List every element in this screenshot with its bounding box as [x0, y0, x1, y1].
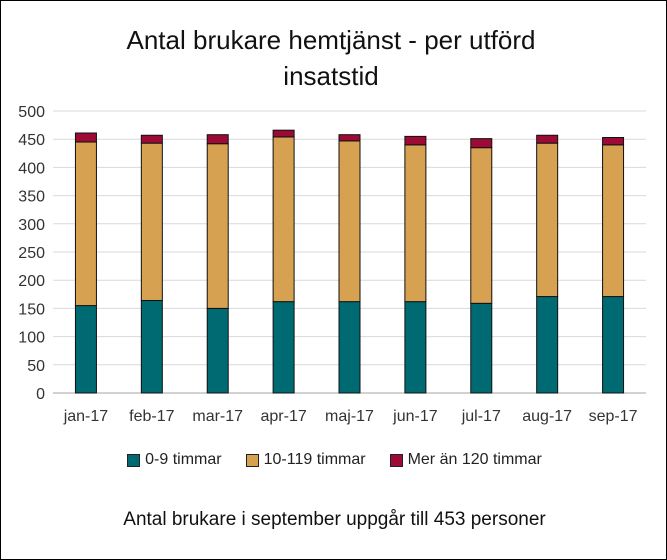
bar-segment [206, 307, 229, 394]
bar-segment [470, 147, 493, 304]
y-tick-label: 350 [18, 189, 45, 206]
bar-segment [140, 134, 163, 144]
x-tick-label: apr-17 [260, 408, 306, 425]
bar-segment [74, 305, 97, 394]
y-tick-label: 450 [18, 132, 45, 149]
chart-footer-note: Antal brukare i september uppgår till 45… [123, 509, 546, 530]
bar-segment [338, 140, 361, 303]
legend-swatch-0-9 [127, 453, 141, 467]
chart-legend: 0-9 timmar 10-119 timmar Mer än 120 timm… [1, 451, 667, 469]
bar-segment [338, 134, 361, 142]
bar-segment [602, 296, 625, 394]
bar-segment [602, 144, 625, 298]
legend-label-120-plus: Mer än 120 timmar [407, 451, 542, 468]
y-tick-label: 50 [27, 358, 45, 375]
x-tick-label: mar-17 [192, 408, 243, 425]
y-tick-label: 300 [18, 217, 45, 234]
y-tick-label: 150 [18, 301, 45, 318]
bar-segment [140, 142, 163, 302]
y-tick-label: 100 [18, 330, 45, 347]
bar-segment [74, 132, 97, 143]
bar-segment [470, 302, 493, 394]
bar-segment [272, 301, 295, 394]
bar-segment [74, 141, 97, 307]
legend-item-120-plus: Mer än 120 timmar [389, 451, 542, 469]
bar-segment [536, 296, 559, 394]
bar-segment [140, 300, 163, 394]
bar-segment [206, 134, 229, 145]
legend-swatch-120-plus [389, 453, 403, 467]
bar-segment [602, 137, 625, 146]
stacked-bar-chart: 0 50 100 150 200 250 300 350 400 450 500 jan-17 feb-… [18, 104, 646, 425]
x-tick-label: aug-17 [522, 408, 572, 425]
bar-segment [470, 138, 493, 149]
x-tick-label: feb-17 [129, 408, 174, 425]
bar-segment [338, 301, 361, 394]
x-tick-label: jan-17 [63, 408, 109, 425]
chart-title-line-1: Antal brukare hemtjänst - per utförd [126, 25, 536, 55]
bar-segment [536, 142, 559, 298]
y-tick-label: 200 [18, 273, 45, 290]
legend-swatch-10-119 [245, 453, 259, 467]
bar-segment [404, 144, 427, 303]
x-tick-label: jul-17 [461, 408, 501, 425]
chart-title-line-2: insatstid [283, 61, 379, 91]
bar-segment [206, 143, 229, 309]
y-tick-label: 0 [36, 386, 45, 403]
legend-item-10-119: 10-119 timmar [245, 451, 366, 469]
bar-segment [404, 301, 427, 394]
bar-segment [404, 135, 427, 146]
bar-segment [536, 134, 559, 144]
legend-item-0-9: 0-9 timmar [127, 451, 222, 469]
x-tick-label: maj-17 [325, 408, 374, 425]
x-tick-label: sep-17 [589, 408, 638, 425]
bar-segment [272, 129, 295, 138]
y-tick-label: 400 [18, 160, 45, 177]
bar-segment [272, 136, 295, 303]
legend-label-10-119: 10-119 timmar [263, 451, 366, 468]
y-tick-label: 500 [18, 104, 45, 121]
legend-label-0-9: 0-9 timmar [145, 451, 222, 468]
x-tick-label: jun-17 [392, 408, 438, 425]
y-tick-label: 250 [18, 245, 45, 262]
